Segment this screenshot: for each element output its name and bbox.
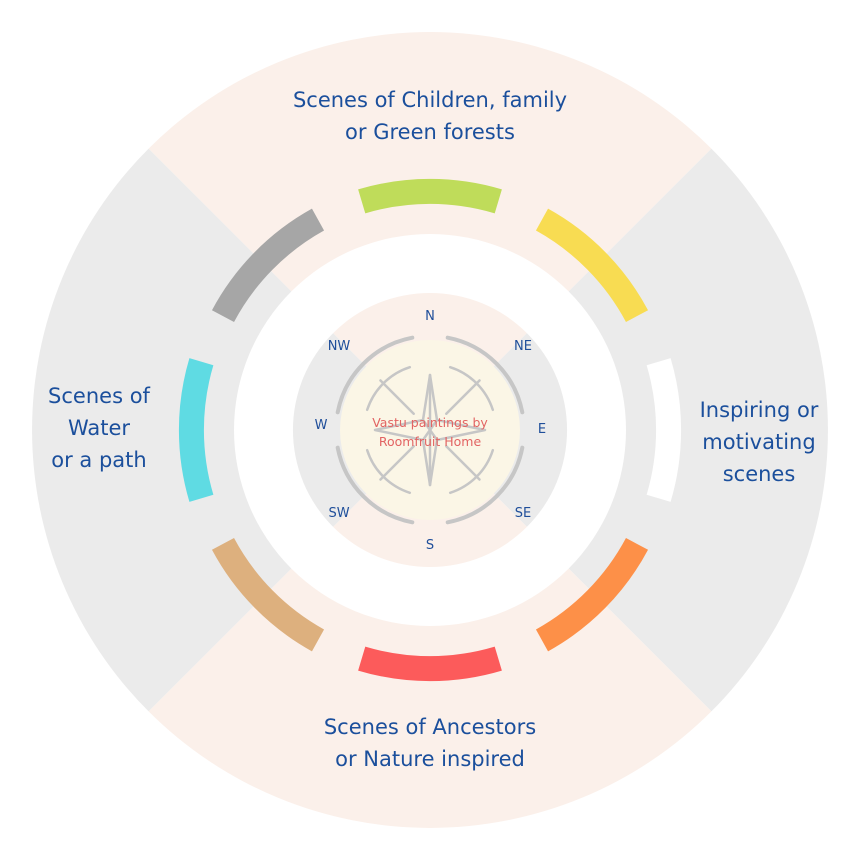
segment-north-east (535, 208, 649, 323)
section-west-line1: Scenes of (48, 384, 150, 408)
compass-diagonal-spokes (379, 379, 481, 481)
section-north-label: Scenes of Children, family or Green fore… (230, 84, 630, 148)
direction-ne: NE (514, 339, 532, 354)
segment-south-east (535, 537, 649, 652)
direction-w: W (315, 418, 328, 433)
quadrant-south (148, 430, 712, 828)
center-text-line2: Roomfruit Home (379, 434, 482, 449)
section-north-line2: or Green forests (345, 120, 515, 144)
direction-segments (178, 178, 682, 682)
quadrant-west (32, 148, 430, 712)
section-south-label: Scenes of Ancestors or Nature inspired (230, 711, 630, 775)
segment-west (178, 358, 214, 502)
section-east-line1: Inspiring or (699, 398, 819, 422)
center-text-line1: Vastu paintings by (372, 415, 488, 430)
segment-south (358, 646, 502, 682)
direction-sw: SW (328, 506, 349, 521)
section-east-line3: scenes (722, 462, 796, 486)
quadrant-east (430, 148, 828, 712)
section-south-line1: Scenes of Ancestors (323, 715, 537, 739)
direction-labels: N NE E SE S SW W NW (315, 309, 547, 553)
direction-nw: NW (328, 339, 351, 354)
segment-north (358, 178, 502, 214)
compass-star (373, 373, 487, 487)
section-east-label: Inspiring or motivating scenes (674, 394, 844, 490)
section-west-line2: Water (67, 416, 131, 440)
direction-se: SE (515, 506, 531, 521)
segment-south-west (211, 537, 325, 652)
section-east-line2: motivating (702, 430, 816, 454)
section-south-line2: or Nature inspired (335, 747, 525, 771)
outer-quadrants (32, 32, 828, 828)
compass-rose (335, 335, 525, 525)
segment-north-west (211, 208, 325, 323)
section-north-line1: Scenes of Children, family (292, 88, 568, 112)
segment-east (646, 358, 682, 502)
compass-outer-ring (335, 335, 525, 525)
direction-s: S (426, 538, 434, 553)
section-west-label: Scenes of Water or a path (14, 380, 184, 476)
quadrant-north (148, 32, 712, 430)
direction-n: N (425, 309, 435, 324)
direction-e: E (538, 422, 546, 437)
section-west-line3: or a path (51, 448, 147, 472)
